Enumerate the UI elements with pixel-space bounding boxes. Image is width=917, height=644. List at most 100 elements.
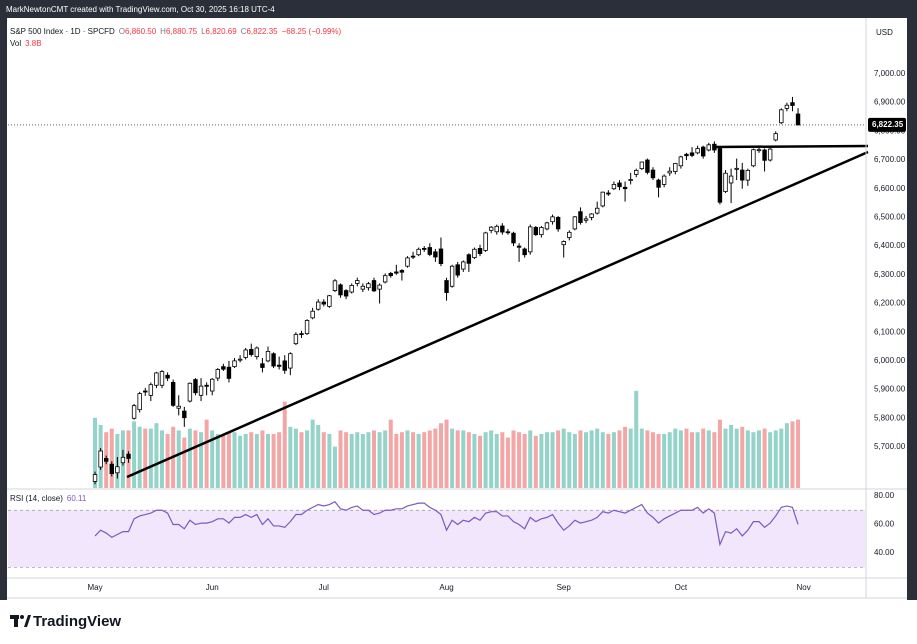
volume-bar: [427, 430, 432, 488]
candle-body: [243, 349, 248, 358]
candle-body: [550, 216, 555, 223]
candle-body: [103, 458, 109, 462]
x-tick-label: Jun: [206, 583, 219, 592]
candle-body: [689, 152, 695, 156]
volume-bar: [634, 390, 639, 488]
candle-body: [427, 247, 433, 255]
candle-body: [628, 179, 633, 181]
right-frame: [907, 18, 917, 600]
candle-body: [717, 148, 723, 203]
volume-bar: [796, 419, 801, 488]
candle-body: [745, 169, 751, 181]
x-tick-label: Sep: [557, 583, 572, 592]
candle-body: [617, 182, 622, 188]
candle-body: [606, 192, 611, 195]
volume-bar: [606, 434, 611, 488]
volume-bar: [299, 432, 304, 488]
volume-bar: [215, 434, 220, 488]
candle-body: [600, 191, 605, 207]
logo-shape: [24, 615, 31, 627]
volume-bar: [93, 417, 98, 488]
rsi-tick-label: 80.00: [874, 491, 895, 500]
volume-bar: [187, 428, 192, 488]
candle-body: [276, 364, 282, 367]
volume-bar: [137, 426, 142, 488]
ohlc-value: 6,822.35: [246, 27, 278, 36]
candle-body: [288, 353, 293, 369]
logo-shape: [20, 615, 24, 619]
candle-body: [92, 474, 98, 482]
candle-body: [528, 226, 533, 253]
volume-bar: [572, 434, 577, 488]
y-tick-label: 6,600.00: [874, 184, 906, 193]
volume-bar: [578, 430, 583, 488]
candle-body: [734, 167, 739, 170]
candle-body: [143, 390, 148, 393]
candle-body: [148, 384, 154, 396]
candle-body: [756, 149, 762, 152]
volume-bar: [266, 434, 271, 488]
candle-body: [388, 272, 393, 277]
volume-bar: [617, 430, 622, 488]
volume-bar: [567, 432, 572, 488]
candle-body: [154, 372, 159, 386]
volume-bar: [623, 426, 628, 488]
volume-bar: [210, 430, 215, 488]
volume-bar: [355, 432, 360, 488]
volume-bar: [717, 419, 722, 488]
volume-bar: [182, 437, 187, 488]
candle-body: [360, 285, 366, 290]
candle-body: [422, 248, 427, 250]
volume-bar: [277, 432, 282, 488]
candle-body: [159, 371, 165, 386]
candle-body: [728, 175, 734, 184]
volume-bar: [394, 434, 399, 488]
candle-body: [170, 382, 176, 406]
volume-bar: [461, 430, 466, 488]
candle-body: [751, 149, 756, 167]
candle-body: [790, 102, 795, 106]
volume-bar: [154, 423, 159, 488]
candle-body: [355, 280, 360, 284]
candle-body: [210, 378, 215, 392]
volume-bar: [784, 423, 789, 488]
volume-legend: Vol 3.8B: [10, 39, 42, 48]
volume-bar: [539, 434, 544, 488]
y-tick-label: 6,900.00: [874, 98, 906, 107]
y-tick-label: 6,000.00: [874, 356, 906, 365]
candle-body: [249, 349, 254, 355]
candle-body: [567, 231, 572, 238]
candle-body: [98, 450, 103, 468]
candle-body: [449, 265, 455, 287]
legend: S&P 500 Index · 1D · SPCFD O6,860.50 H6,88…: [10, 27, 342, 36]
top-bar: [0, 0, 917, 18]
candle-body: [310, 310, 315, 319]
rsi-name: RSI (14, close): [10, 494, 63, 503]
candle-body: [678, 156, 684, 167]
candle-body: [455, 264, 460, 276]
candle-body: [293, 334, 299, 345]
volume-bar: [673, 428, 678, 488]
candle-body: [784, 104, 790, 109]
volume-bar: [712, 432, 717, 488]
volume-bar: [645, 430, 650, 488]
volume-bar: [310, 419, 315, 488]
candle-body: [327, 295, 332, 307]
volume-bar: [383, 430, 388, 488]
volume-bar: [455, 430, 460, 488]
volume-bar: [762, 428, 767, 488]
candle-body: [611, 184, 617, 190]
candle-body: [343, 290, 349, 297]
volume-bar: [505, 437, 510, 488]
candle-body: [433, 251, 438, 258]
volume-bar: [199, 432, 204, 488]
candle-body: [767, 148, 773, 161]
candle-body: [667, 170, 672, 174]
volume-bar: [260, 430, 265, 488]
volume-bar: [706, 430, 711, 488]
volume-bar: [422, 432, 427, 488]
volume-bar: [143, 428, 148, 488]
volume-bar: [734, 428, 739, 488]
candle-body: [232, 360, 237, 368]
volume-bar: [628, 428, 633, 488]
